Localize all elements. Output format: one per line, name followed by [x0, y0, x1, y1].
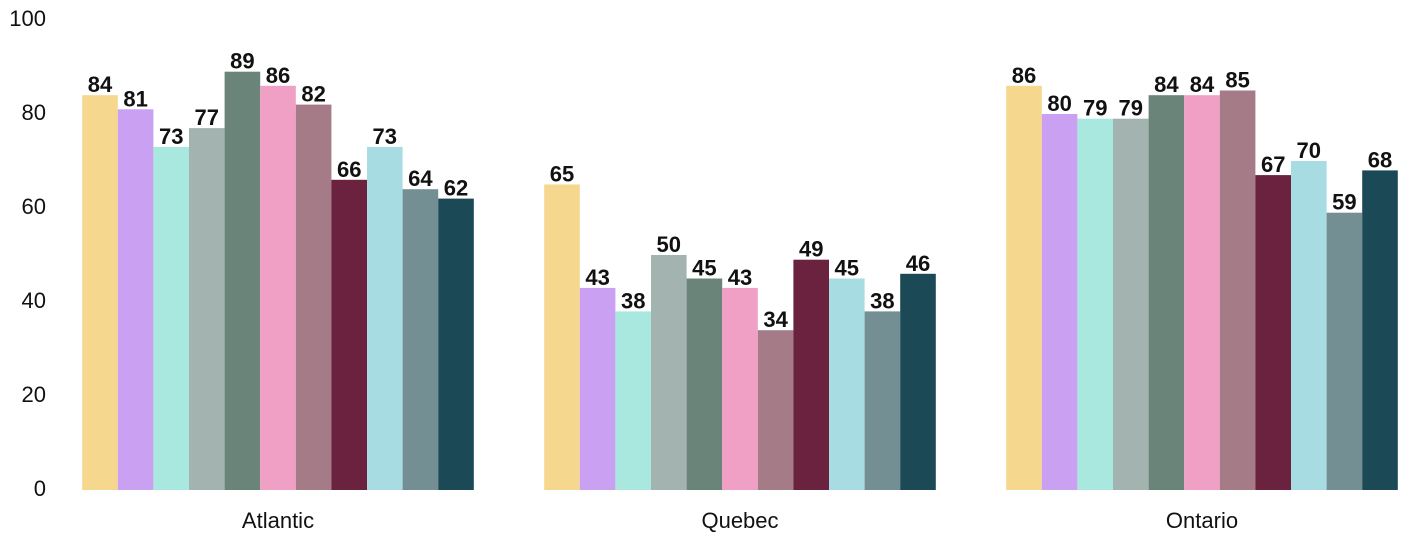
bar — [82, 95, 118, 490]
bar — [722, 287, 758, 490]
data-label: 77 — [195, 105, 219, 130]
bar — [793, 259, 829, 490]
bar — [260, 85, 296, 491]
y-tick-label: 40 — [22, 288, 46, 313]
data-label: 79 — [1083, 96, 1107, 121]
data-label: 45 — [835, 256, 859, 281]
data-label: 46 — [906, 251, 930, 276]
bar — [1219, 90, 1256, 490]
bar — [438, 198, 474, 490]
bar — [1148, 95, 1185, 490]
bar — [900, 273, 936, 490]
data-label: 50 — [657, 232, 681, 257]
bar — [117, 109, 154, 491]
y-tick-label: 60 — [22, 194, 46, 219]
x-tick-label: Quebec — [701, 508, 778, 533]
bar — [1006, 85, 1042, 491]
bar — [1362, 170, 1398, 490]
bar — [829, 278, 865, 490]
bar — [189, 128, 225, 490]
data-label: 89 — [230, 49, 254, 74]
data-label: 49 — [799, 237, 823, 262]
x-tick-label: Ontario — [1166, 508, 1238, 533]
bar — [224, 71, 261, 490]
bar — [402, 189, 439, 490]
bar — [1041, 114, 1078, 490]
y-tick-label: 20 — [22, 382, 46, 407]
data-label: 38 — [870, 288, 894, 313]
data-label: 43 — [728, 265, 752, 290]
bar — [579, 287, 616, 490]
bar — [1077, 118, 1113, 490]
data-label: 79 — [1119, 96, 1143, 121]
bar — [1255, 175, 1291, 490]
data-label: 59 — [1332, 190, 1356, 215]
bar — [544, 184, 580, 490]
data-label: 70 — [1297, 138, 1321, 163]
data-label: 73 — [159, 124, 183, 149]
bar — [331, 179, 367, 491]
data-label: 65 — [550, 162, 574, 187]
bar — [1326, 212, 1363, 490]
data-label: 81 — [123, 86, 147, 111]
data-label: 84 — [1154, 72, 1179, 97]
bar — [153, 146, 189, 490]
bar — [1291, 161, 1327, 490]
y-tick-label: 100 — [9, 6, 46, 31]
data-label: 45 — [692, 256, 716, 281]
data-label: 86 — [266, 63, 290, 88]
data-label: 62 — [444, 176, 468, 201]
data-label: 86 — [1012, 63, 1036, 88]
data-label: 43 — [585, 265, 609, 290]
bar — [651, 255, 687, 490]
bar — [295, 104, 332, 490]
data-label: 64 — [408, 166, 433, 191]
data-label: 66 — [337, 157, 361, 182]
data-label: 68 — [1368, 147, 1392, 172]
data-label: 38 — [621, 288, 645, 313]
data-label: 34 — [763, 307, 788, 332]
data-label: 85 — [1225, 68, 1249, 93]
data-label: 80 — [1047, 91, 1071, 116]
bar — [615, 311, 651, 490]
data-label: 73 — [373, 124, 397, 149]
y-tick-label: 80 — [22, 100, 46, 125]
data-label: 84 — [1190, 72, 1215, 97]
data-label: 84 — [88, 72, 113, 97]
bar — [1184, 95, 1220, 490]
data-label: 67 — [1261, 152, 1285, 177]
y-tick-label: 0 — [34, 476, 46, 501]
bar — [864, 311, 901, 490]
bar — [757, 330, 794, 490]
x-tick-label: Atlantic — [242, 508, 314, 533]
bar — [1113, 118, 1149, 490]
bar — [367, 146, 403, 490]
data-label: 82 — [301, 82, 325, 107]
bar — [686, 278, 723, 490]
